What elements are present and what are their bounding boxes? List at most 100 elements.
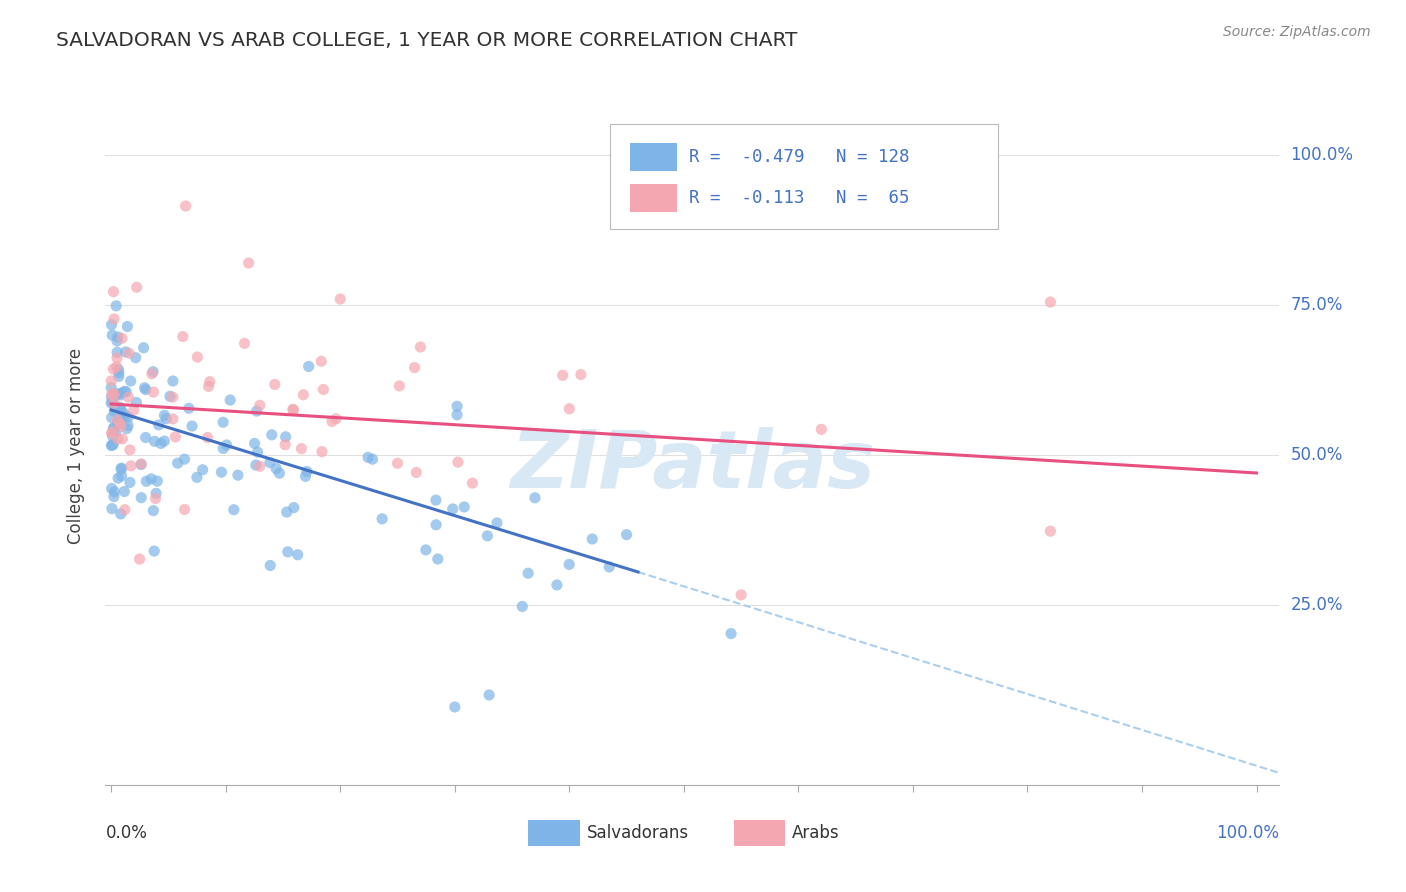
Point: [215, 438, 238, 452]
Point: [162, 390, 184, 404]
Point: [107, 432, 129, 446]
Point: [312, 383, 335, 397]
Point: [259, 558, 281, 573]
Text: ZIPatlas: ZIPatlas: [510, 427, 875, 506]
Point: [387, 456, 409, 470]
Point: [100, 426, 122, 441]
Point: [325, 412, 347, 426]
Point: [105, 386, 128, 401]
Point: [142, 385, 165, 400]
Point: [172, 329, 194, 343]
Point: [101, 395, 124, 409]
Point: [100, 410, 122, 425]
Point: [616, 527, 638, 541]
Point: [110, 386, 132, 401]
Point: [141, 367, 163, 381]
Point: [135, 430, 157, 444]
Text: R =  -0.113   N =  65: R = -0.113 N = 65: [689, 189, 910, 207]
Point: [101, 438, 124, 452]
Point: [174, 199, 197, 213]
Point: [233, 336, 256, 351]
Point: [142, 503, 165, 517]
Point: [274, 430, 297, 444]
Point: [103, 362, 125, 376]
Point: [107, 415, 129, 429]
Point: [173, 502, 195, 516]
Point: [510, 599, 533, 614]
Point: [110, 462, 132, 476]
Point: [441, 502, 464, 516]
Point: [478, 688, 501, 702]
Point: [249, 459, 271, 474]
Point: [110, 388, 132, 402]
Point: [111, 409, 134, 424]
Point: [101, 386, 124, 401]
Point: [269, 467, 291, 481]
Point: [105, 299, 128, 313]
Point: [103, 285, 125, 299]
Point: [105, 351, 128, 365]
Point: [443, 700, 465, 714]
Text: Source: ZipAtlas.com: Source: ZipAtlas.com: [1223, 25, 1371, 39]
Point: [111, 461, 134, 475]
Point: [112, 484, 135, 499]
Point: [142, 365, 165, 379]
FancyBboxPatch shape: [529, 821, 579, 846]
Point: [197, 379, 219, 393]
Point: [120, 458, 142, 473]
Point: [129, 458, 152, 472]
Point: [105, 359, 128, 374]
Point: [558, 558, 581, 572]
Point: [134, 381, 156, 395]
Point: [477, 529, 499, 543]
Point: [125, 351, 148, 365]
Point: [173, 452, 195, 467]
Point: [135, 383, 157, 397]
Point: [162, 374, 184, 388]
Point: [100, 390, 122, 404]
Text: Arabs: Arabs: [792, 824, 839, 842]
Point: [446, 408, 468, 422]
Point: [222, 502, 245, 516]
Point: [209, 465, 232, 479]
Text: 25.0%: 25.0%: [1291, 596, 1343, 614]
Point: [357, 450, 380, 465]
Point: [461, 476, 484, 491]
Point: [810, 422, 832, 436]
Point: [105, 334, 128, 348]
Point: [246, 445, 269, 459]
Point: [117, 418, 139, 433]
Point: [295, 465, 318, 479]
Point: [118, 475, 141, 490]
Text: 75.0%: 75.0%: [1291, 296, 1343, 314]
Point: [165, 430, 187, 444]
Point: [105, 413, 128, 427]
Point: [581, 532, 603, 546]
Point: [101, 388, 124, 402]
Point: [446, 399, 468, 413]
Point: [143, 434, 166, 449]
Point: [103, 490, 125, 504]
Text: 50.0%: 50.0%: [1291, 446, 1343, 464]
Point: [129, 491, 152, 505]
Point: [101, 328, 124, 343]
Point: [1039, 295, 1062, 310]
Point: [329, 292, 352, 306]
Point: [114, 502, 136, 516]
Point: [107, 330, 129, 344]
Point: [311, 354, 333, 368]
Point: [105, 345, 128, 359]
Point: [104, 425, 127, 439]
Point: [159, 389, 181, 403]
Point: [277, 545, 299, 559]
Point: [100, 374, 122, 388]
Point: [388, 379, 411, 393]
Point: [551, 368, 574, 383]
Point: [115, 384, 138, 399]
Point: [114, 409, 136, 424]
Point: [238, 256, 260, 270]
Point: [243, 436, 266, 450]
Point: [558, 401, 581, 416]
Point: [321, 414, 343, 428]
Point: [274, 437, 297, 451]
